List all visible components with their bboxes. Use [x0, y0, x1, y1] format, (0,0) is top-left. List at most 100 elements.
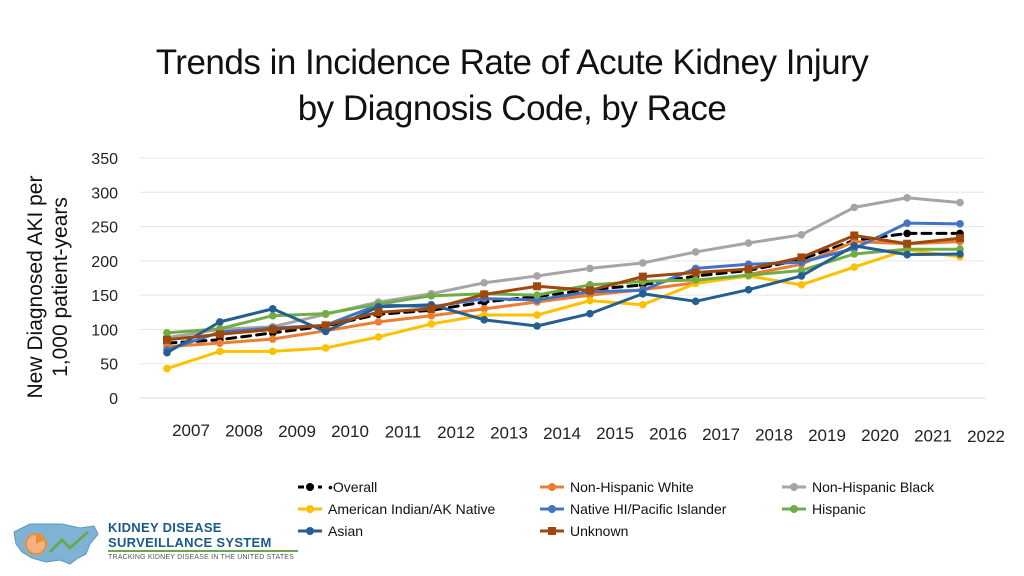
data-point: [691, 276, 700, 284]
data-point: [215, 330, 224, 339]
data-point: [533, 291, 541, 299]
x-tick-label: 2021: [914, 427, 952, 446]
data-point: [533, 322, 541, 330]
legend-label: Non-Hispanic Black: [812, 479, 935, 495]
data-point: [586, 264, 594, 273]
data-point: [744, 285, 753, 294]
chart-title-line1: Trends in Incidence Rate of Acute Kidney…: [155, 43, 869, 82]
x-tick-label: 2018: [755, 425, 793, 444]
series-line: [165, 231, 962, 345]
data-point: [744, 271, 753, 280]
data-point: [903, 229, 911, 238]
data-point: [163, 329, 171, 337]
x-tick-label: 2008: [225, 421, 263, 440]
x-tick-label: 2019: [808, 426, 846, 445]
legend-label: Hispanic: [812, 501, 866, 517]
legend-swatch: [298, 483, 322, 491]
legend-swatch: [782, 505, 806, 513]
logo-title-line1: KIDNEY DISEASE: [108, 520, 222, 535]
data-point: [374, 333, 383, 341]
x-tick-label: 2015: [596, 424, 634, 443]
legend-swatch: [298, 505, 322, 513]
data-point: [639, 300, 647, 309]
x-tick-label: 2017: [702, 425, 740, 444]
data-point: [903, 239, 912, 248]
data-point: [903, 250, 911, 259]
chart-title: Trends in Incidence Rate of Acute Kidney…: [0, 40, 1024, 132]
data-point: [744, 265, 753, 274]
data-point: [268, 347, 277, 356]
us-map-logo-icon: [13, 523, 99, 565]
data-point: [480, 305, 489, 313]
data-point: [533, 282, 542, 291]
y-tick-label: 200: [91, 254, 118, 271]
x-tick-label: 2014: [543, 424, 581, 443]
series-unknown: [163, 231, 964, 344]
data-point: [956, 220, 964, 228]
series-line: [165, 248, 962, 371]
data-point: [956, 234, 964, 243]
legend-swatch: [540, 505, 564, 513]
data-point: [691, 297, 700, 306]
data-point: [639, 289, 647, 298]
series-american-indian-ak-native: [163, 246, 964, 373]
data-point: [321, 321, 330, 330]
legend-item: Native HI/Pacific Islander: [538, 501, 726, 517]
data-point: [427, 304, 436, 313]
y-tick-label: 300: [91, 185, 118, 202]
data-point: [744, 239, 753, 247]
data-point: [268, 325, 277, 334]
legend-label: Unknown: [570, 523, 629, 539]
data-point: [903, 193, 911, 202]
series-line: [165, 240, 962, 349]
kdss-logo: KIDNEY DISEASE SURVEILLANCE SYSTEM TRACK…: [10, 518, 300, 570]
data-point: [850, 241, 859, 250]
data-point: [797, 266, 806, 275]
chart-title-line2: by Diagnosis Code, by Race: [297, 89, 727, 128]
data-point: [850, 203, 859, 212]
data-point: [480, 316, 489, 324]
line-chart: 0 50 100 150 200 250 300 350 2007 2008 2009 2010 201…: [91, 151, 1005, 446]
data-point: [956, 250, 964, 258]
data-point: [163, 335, 171, 344]
logo-title-line2: SURVEILLANCE SYSTEM: [108, 535, 272, 550]
data-point: [163, 348, 171, 357]
legend-item: Hispanic: [780, 501, 866, 517]
data-point: [321, 309, 330, 318]
data-point: [797, 281, 806, 289]
data-point: [374, 308, 383, 317]
data-point: [797, 272, 806, 280]
data-point: [903, 219, 911, 227]
data-point: [480, 290, 489, 299]
logo-tagline: TRACKING KIDNEY DISEASE IN THE UNITED ST…: [108, 554, 295, 561]
legend-item: Non-Hispanic Black: [780, 479, 934, 495]
legend-item: American Indian/AK Native: [296, 501, 495, 517]
data-point: [321, 344, 330, 352]
data-point: [638, 272, 647, 281]
data-point: [639, 259, 647, 267]
legend-label: •Overall: [328, 479, 378, 495]
data-point: [850, 231, 859, 240]
x-tick-label: 2020: [861, 426, 899, 445]
x-tick-label: 2007: [172, 421, 210, 440]
data-point: [850, 250, 859, 258]
legend-item: Non-Hispanic White: [538, 479, 694, 495]
y-tick-label: 0: [109, 391, 118, 408]
legend-item: Asian: [296, 523, 363, 539]
data-point: [533, 311, 541, 319]
data-point: [216, 318, 224, 326]
data-point: [427, 320, 436, 328]
x-tick-label: 2013: [490, 423, 528, 442]
logo-divider: [108, 550, 298, 552]
series-line: [165, 244, 962, 355]
data-point: [850, 263, 859, 271]
data-point: [797, 253, 806, 262]
data-point: [216, 347, 224, 356]
legend-item: Unknown: [538, 523, 628, 539]
data-point: [321, 327, 330, 336]
data-point: [533, 272, 541, 280]
data-point: [797, 231, 806, 239]
data-point: [268, 335, 277, 343]
y-tick-label: 100: [91, 322, 118, 339]
data-point: [691, 268, 700, 277]
